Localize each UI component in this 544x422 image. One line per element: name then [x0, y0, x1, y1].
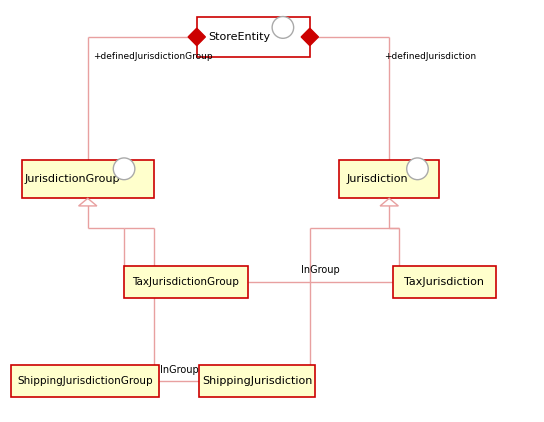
- Text: TaxJurisdictionGroup: TaxJurisdictionGroup: [133, 277, 239, 287]
- Ellipse shape: [113, 158, 135, 180]
- Text: InGroup: InGroup: [301, 265, 340, 276]
- FancyBboxPatch shape: [200, 365, 315, 397]
- Polygon shape: [301, 28, 318, 46]
- Text: Jurisdiction: Jurisdiction: [347, 174, 408, 184]
- FancyBboxPatch shape: [197, 17, 310, 57]
- Text: +definedJurisdictionGroup: +definedJurisdictionGroup: [93, 52, 213, 61]
- FancyBboxPatch shape: [339, 160, 439, 198]
- Ellipse shape: [272, 16, 294, 38]
- Polygon shape: [380, 198, 398, 206]
- Polygon shape: [188, 28, 206, 46]
- FancyBboxPatch shape: [22, 160, 153, 198]
- Text: +definedJurisdiction: +definedJurisdiction: [384, 52, 476, 61]
- Text: TaxJurisdiction: TaxJurisdiction: [404, 277, 484, 287]
- Ellipse shape: [407, 158, 428, 180]
- Text: JurisdictionGroup: JurisdictionGroup: [24, 174, 120, 184]
- Polygon shape: [78, 198, 97, 206]
- FancyBboxPatch shape: [393, 266, 496, 298]
- FancyBboxPatch shape: [11, 365, 159, 397]
- Text: ShippingJurisdictionGroup: ShippingJurisdictionGroup: [17, 376, 153, 386]
- Text: InGroup: InGroup: [160, 365, 199, 375]
- Text: StoreEntity: StoreEntity: [209, 32, 271, 42]
- Text: ShippingJurisdiction: ShippingJurisdiction: [202, 376, 312, 386]
- FancyBboxPatch shape: [124, 266, 248, 298]
